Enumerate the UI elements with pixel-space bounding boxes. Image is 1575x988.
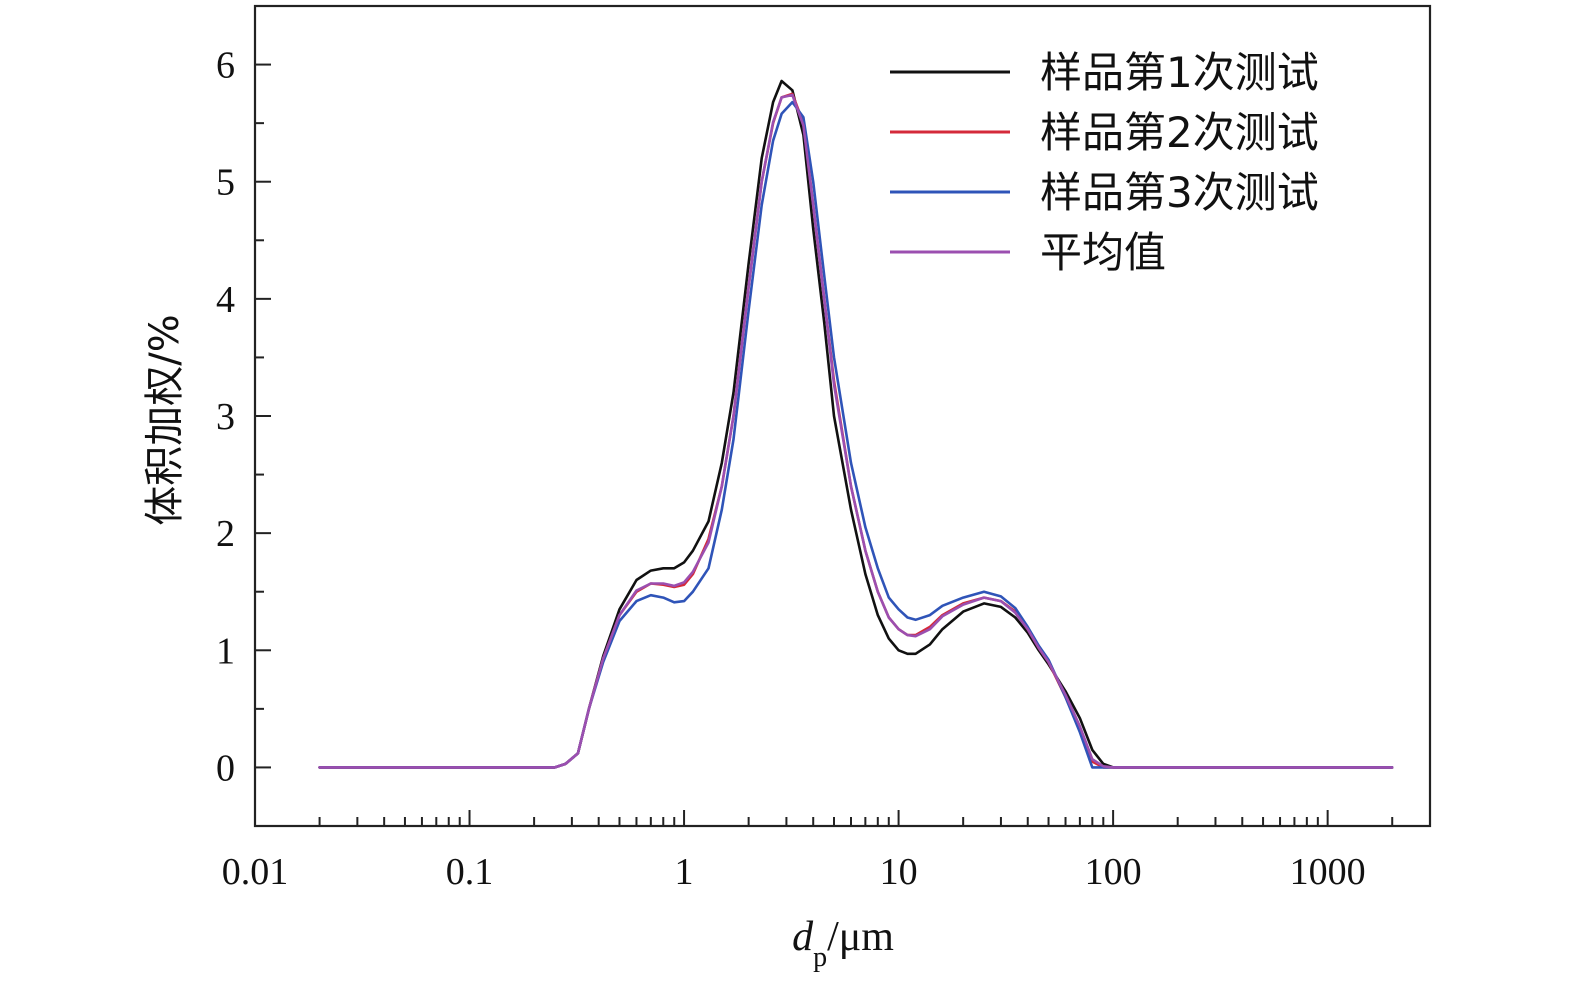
x-tick-label: 1 bbox=[675, 851, 694, 893]
y-tick-label: 0 bbox=[216, 747, 235, 789]
legend-label-1: 样品第1次测试 bbox=[1040, 48, 1319, 97]
axes-layer: 0.01 0.1 1 10 100 1000 0 1 2 3 4 5 6 bbox=[216, 4, 1432, 893]
x-tick-label: 1000 bbox=[1290, 851, 1366, 893]
y-axis-label: 体积加权/% bbox=[142, 314, 188, 525]
y-tick-label: 1 bbox=[216, 630, 235, 672]
x-axis-label-unit: /μm bbox=[827, 914, 894, 960]
y-tick-label: 3 bbox=[216, 396, 235, 438]
x-axis-label-subscript: p bbox=[813, 942, 827, 973]
x-tick-label: 0.1 bbox=[446, 851, 494, 893]
x-tick-label: 0.01 bbox=[222, 851, 289, 893]
x-tick-label: 10 bbox=[880, 851, 918, 893]
y-tick-label: 5 bbox=[216, 162, 235, 204]
y-tick-label: 2 bbox=[216, 513, 235, 555]
x-axis-label: dp/μm bbox=[792, 914, 894, 973]
legend-label-2: 样品第2次测试 bbox=[1040, 108, 1319, 157]
y-tick-label: 4 bbox=[216, 279, 235, 321]
x-tick-label: 100 bbox=[1085, 851, 1142, 893]
series-line-1 bbox=[318, 79, 1394, 769]
y-tick-label: 6 bbox=[216, 45, 235, 87]
series-line-4 bbox=[318, 93, 1394, 769]
legend-label-3: 样品第3次测试 bbox=[1040, 168, 1319, 217]
legend-label-4: 平均值 bbox=[1040, 228, 1166, 277]
x-axis-label-symbol: d bbox=[792, 914, 814, 960]
series-layer bbox=[318, 79, 1394, 769]
